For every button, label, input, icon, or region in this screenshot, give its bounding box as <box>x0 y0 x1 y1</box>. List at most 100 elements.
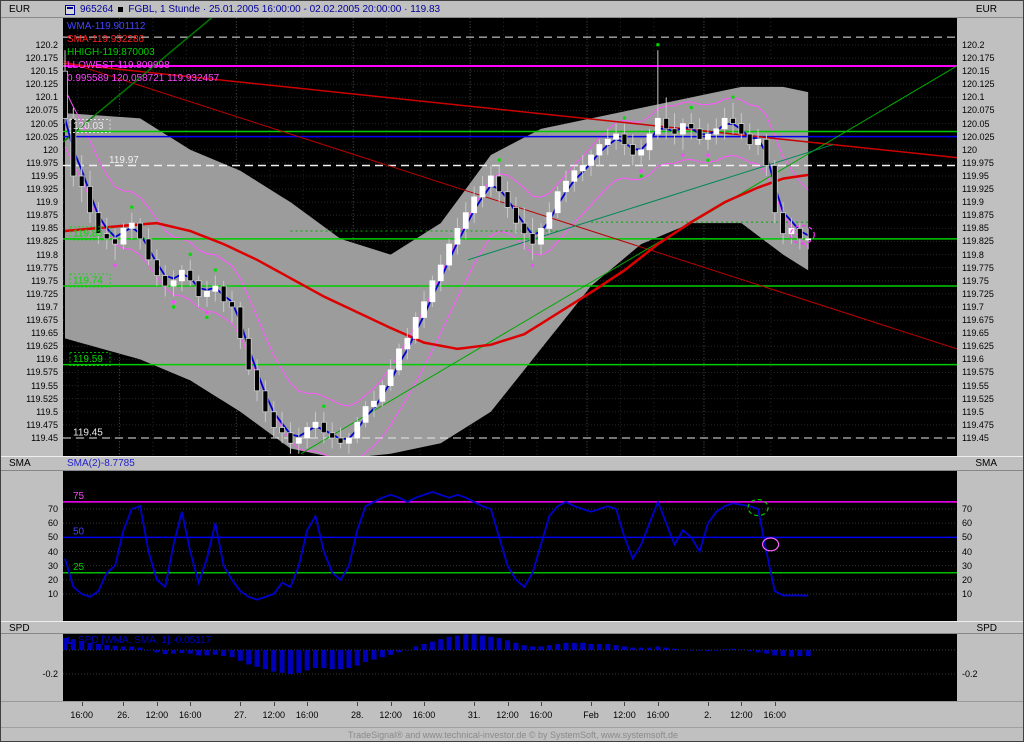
pane2-left-label: SMA <box>9 458 31 469</box>
axis-tick-label: 119.725 <box>962 288 994 299</box>
axis-tick-label: 119.975 <box>962 157 994 168</box>
spd-plot-svg[interactable] <box>63 634 957 701</box>
axis-tick-label: 30 <box>962 560 973 571</box>
axis-tick-label: 119.95 <box>962 170 989 181</box>
time-tick-mark <box>123 702 125 706</box>
axis-tick-label: 119.65 <box>31 328 58 339</box>
axis-tick-label: 120.175 <box>962 53 995 64</box>
axis-tick-label: 119.825 <box>962 236 994 247</box>
time-tick-label: 12:00 <box>145 710 169 720</box>
time-tick-mark <box>774 702 776 706</box>
axis-tick-label: 120.15 <box>962 66 990 77</box>
axis-tick-label: 120.05 <box>962 118 990 129</box>
axis-tick-label: 119.9 <box>36 197 58 208</box>
time-tick-label: 16:00 <box>529 710 553 720</box>
pane2-right-label: SMA <box>975 458 997 469</box>
axis-tick-label: 119.925 <box>26 184 58 195</box>
axis-tick-label: 30 <box>47 560 58 571</box>
svg-text:119.83: 119.83 <box>73 228 103 239</box>
axis-tick-label: 119.6 <box>36 354 58 365</box>
time-tick-label: 16:00 <box>412 710 436 720</box>
time-tick-mark <box>357 702 359 706</box>
time-tick-mark <box>474 702 476 706</box>
axis-tick-label: 120.075 <box>25 105 58 116</box>
time-tick-mark <box>307 702 309 706</box>
time-tick-mark <box>741 702 743 706</box>
time-axis: 16:00 26. 12:00 16:00 27. 12:00 16:00 28. 12:00 1… <box>1 701 1023 727</box>
axis-tick-label: 20 <box>47 574 58 585</box>
axis-tick-label: 120.125 <box>25 79 58 90</box>
axis-tick-label: 70 <box>47 504 58 514</box>
right-osc-axis: 70 60 50 40 30 20 10 <box>957 471 1023 621</box>
axis-tick-label: 120.2 <box>962 39 985 50</box>
axis-tick-label: 119.875 <box>26 210 58 221</box>
axis-tick-label: 119.575 <box>962 367 994 378</box>
spd-legend: SPD [WMA, SMA, 1]:-0.05117 <box>67 635 211 646</box>
main-plot-svg[interactable]: 120.03 119.97 119.83 119.74 119.59 119.45 <box>63 18 957 456</box>
time-tick-label: Feb <box>583 710 599 720</box>
axis-tick-label: 119.975 <box>26 157 58 168</box>
svg-text:119.97: 119.97 <box>109 155 139 166</box>
axis-tick-label: 119.45 <box>31 432 58 443</box>
legend-item: LLOWEST-119.809998 <box>67 60 170 71</box>
axis-tick-label: 119.675 <box>26 315 58 326</box>
left-price-axis: 120.2 120.175 120.15 120.125 120.1 120.075 120… <box>1 18 61 456</box>
right-price-axis: 120.2 120.175 120.15 120.125 120.1 120.075 120… <box>957 18 1023 456</box>
axis-tick-label: 119.775 <box>26 262 58 273</box>
time-tick-mark <box>390 702 392 706</box>
time-tick-label: 16:00 <box>646 710 670 720</box>
time-tick-label: 16:00 <box>763 710 787 720</box>
chart-window-icon <box>65 4 75 15</box>
time-tick-label: 28. <box>350 710 364 720</box>
bullet-icon <box>118 7 124 12</box>
axis-tick-label: 50 <box>47 532 58 543</box>
axis-tick-label: 119.8 <box>36 249 58 260</box>
time-tick-mark <box>156 702 158 706</box>
axis-tick-label: 119.5 <box>962 406 984 417</box>
svg-text:120.03: 120.03 <box>73 121 104 132</box>
oscillator-pane[interactable]: 75 50 25 <box>63 471 957 621</box>
spd-pane[interactable]: SPD [WMA, SMA, 1]:-0.05117 <box>63 634 957 701</box>
axis-tick-label: 119.85 <box>962 223 989 234</box>
axis-tick-label: 119.925 <box>962 184 994 195</box>
time-tick-label: 2. <box>704 710 712 720</box>
chart-title: FGBL, 1 Stunde · 25.01.2005 16:00:00 - 0… <box>128 4 441 15</box>
legend-item: 0.995589 120.058721 119.932457 <box>67 73 220 84</box>
axis-tick-label: 120.175 <box>25 53 58 64</box>
time-tick-label: 12:00 <box>730 710 753 720</box>
axis-tick-label: 120.1 <box>962 92 985 103</box>
chart-header: EUR 965264 FGBL, 1 Stunde · 25.01.2005 1… <box>1 1 1023 18</box>
status-bar-text: TradeSignal® and www.technical-investor.… <box>347 730 679 740</box>
pane3-divider: SPD SPD <box>1 621 1023 634</box>
chart-title-group: 965264 FGBL, 1 Stunde · 25.01.2005 16:00… <box>65 3 440 16</box>
left-osc-axis: 70 60 50 40 30 20 10 <box>1 471 61 621</box>
osc-plot-svg[interactable]: 75 50 25 <box>63 471 957 621</box>
axis-tick-label: 120 <box>42 144 58 155</box>
axis-tick-label: 119.525 <box>962 393 994 404</box>
axis-tick-label: 20 <box>962 574 973 585</box>
time-tick-label: 12:00 <box>496 710 519 720</box>
axis-tick-label: 120.025 <box>962 131 995 142</box>
axis-tick-label: 119.8 <box>962 249 984 260</box>
axis-tick-label: -0.2 <box>962 669 978 679</box>
time-tick-mark <box>624 702 626 706</box>
axis-tick-label: 119.625 <box>26 341 58 352</box>
pane3-left-label: SPD <box>9 623 30 634</box>
svg-text:119.74: 119.74 <box>73 276 103 287</box>
main-chart-pane[interactable]: 120.03 119.97 119.83 119.74 119.59 119.45 WMA… <box>63 18 957 456</box>
pane2-legend: SMA(2)-8.7785 <box>67 458 135 469</box>
time-tick-mark <box>591 702 593 706</box>
time-tick-mark <box>707 702 709 706</box>
axis-tick-label: 119.475 <box>962 419 994 430</box>
axis-tick-label: 119.475 <box>26 419 58 430</box>
spd-legend-text: SPD [WMA, SMA, 1]:-0.05117 <box>78 635 212 646</box>
svg-text:50: 50 <box>73 526 85 537</box>
time-tick-label: 31. <box>467 710 481 720</box>
axis-tick-label: 119.75 <box>962 275 989 286</box>
pane3-right-label: SPD <box>976 623 997 634</box>
time-tick-mark <box>540 702 542 706</box>
axis-tick-label: 119.675 <box>962 315 994 326</box>
axis-tick-label: 119.575 <box>26 367 58 378</box>
time-tick-label: 16:00 <box>70 710 93 720</box>
